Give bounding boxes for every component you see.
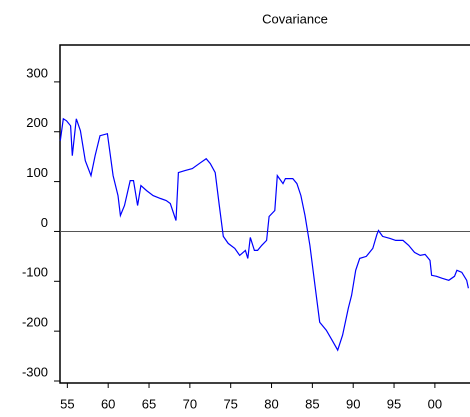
y-tick-label: 100 (26, 165, 48, 180)
y-tick-label: 200 (26, 115, 48, 130)
x-tick-label: 65 (142, 396, 156, 411)
x-tick-label: 60 (101, 396, 115, 411)
y-tick-label: 0 (41, 215, 48, 230)
y-tick-label: 300 (26, 65, 48, 80)
chart-title: Covariance (262, 11, 328, 26)
x-tick-label: 90 (346, 396, 360, 411)
y-tick-label: -100 (22, 265, 48, 280)
y-tick-label: -300 (22, 364, 48, 379)
x-tick-label: 75 (223, 396, 237, 411)
x-tick-label: 85 (305, 396, 319, 411)
x-tick-label: 00 (428, 396, 442, 411)
x-tick-label: 80 (264, 396, 278, 411)
y-tick-label: -200 (22, 315, 48, 330)
data-line (59, 117, 469, 352)
plot-frame (59, 44, 470, 384)
x-tick-label: 95 (387, 396, 401, 411)
x-tick-label: 70 (183, 396, 197, 411)
x-tick-label: 55 (60, 396, 74, 411)
